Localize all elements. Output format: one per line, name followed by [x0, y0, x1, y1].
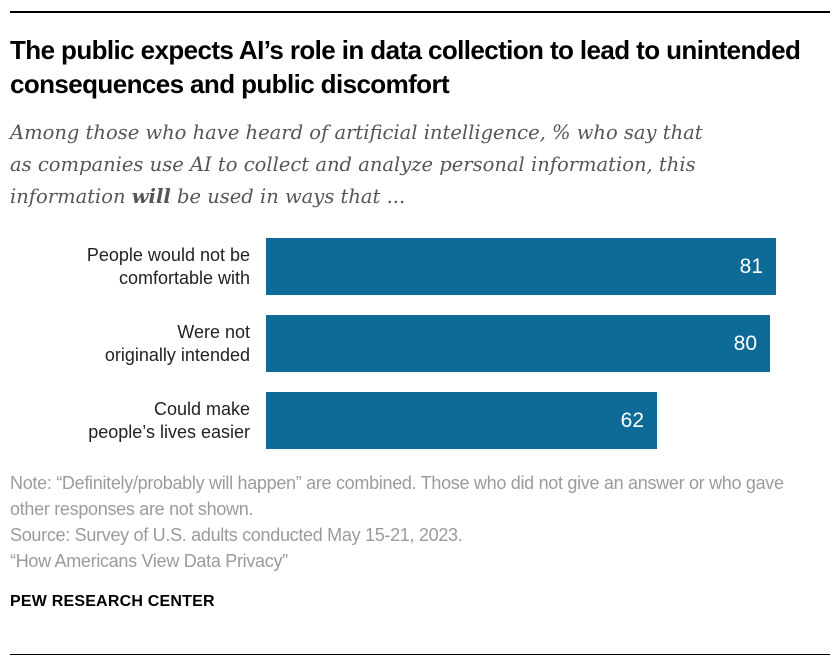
chart-subtitle: Among those who have heard of artificial…: [10, 117, 710, 213]
bar-category-label: Were not originally intended: [104, 321, 250, 365]
bar-category-label: Could make people’s lives easier: [88, 398, 250, 442]
bar-value-label: 62: [620, 408, 644, 432]
bar-row: Could make people’s lives easier 62: [10, 392, 830, 449]
top-rule: [10, 11, 830, 13]
bar: 81: [266, 238, 776, 295]
subtitle-emphasis-will: will: [131, 185, 171, 208]
chart-title: The public expects AI’s role in data col…: [10, 35, 801, 99]
footnotes-block: Note: “Definitely/probably will happen” …: [10, 470, 818, 574]
bar-category-label: People would not be comfortable with: [86, 244, 250, 288]
bar-value-label: 80: [733, 331, 757, 355]
bar-track: 80: [266, 315, 830, 372]
pew-research-center-wordmark: PEW RESEARCH CENTER: [10, 593, 215, 610]
bar-track: 81: [266, 238, 830, 295]
bar-track: 62: [266, 392, 830, 449]
bottom-rule: [10, 654, 830, 655]
report-title-text: “How Americans View Data Privacy”: [10, 551, 288, 571]
subtitle-text-post: be used in ways that ...: [170, 185, 406, 208]
bar-row: People would not be comfortable with 81: [10, 238, 830, 295]
subtitle-text-pre: Among those who have heard of artificial…: [10, 121, 703, 208]
bar-value-label: 81: [739, 254, 763, 278]
note-text: Note: “Definitely/probably will happen” …: [10, 473, 784, 519]
source-text: Source: Survey of U.S. adults conducted …: [10, 525, 463, 545]
bar-chart: People would not be comfortable with 81 W…: [10, 238, 830, 449]
bar-row: Were not originally intended 80: [10, 315, 830, 372]
bar: 62: [266, 392, 657, 449]
bar: 80: [266, 315, 770, 372]
